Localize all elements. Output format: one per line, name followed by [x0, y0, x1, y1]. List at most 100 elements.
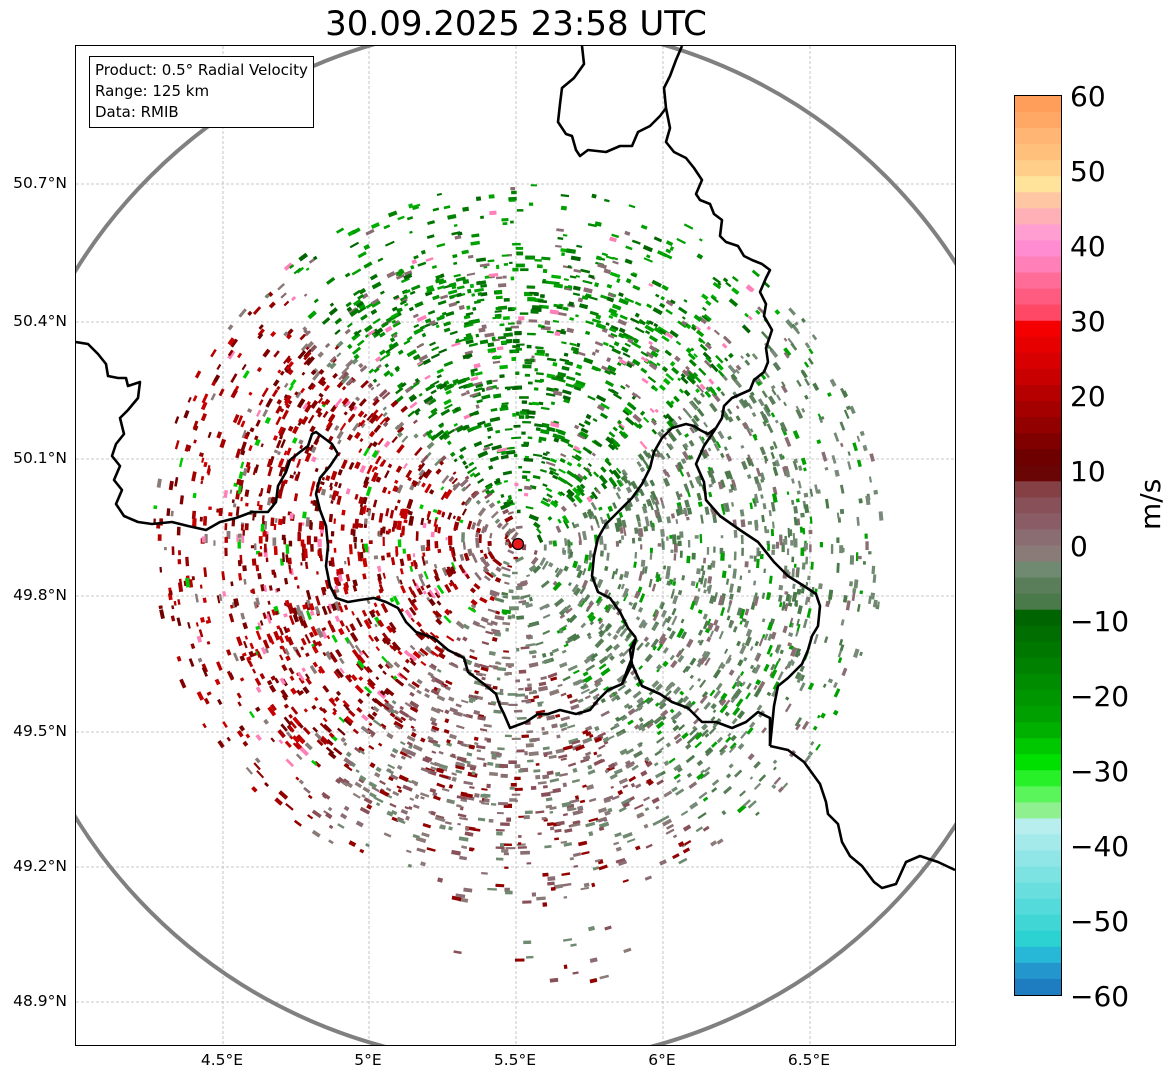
colorbar-swatch — [1015, 433, 1061, 450]
lon-tick-label: 6.5°E — [787, 1051, 831, 1069]
lon-tick-label: 6°E — [648, 1051, 676, 1069]
colorbar-swatch — [1015, 384, 1061, 402]
colorbar-tick-label: −20 — [1070, 680, 1130, 713]
colorbar-tick-label: −60 — [1070, 980, 1130, 1013]
colorbar-swatch — [1015, 112, 1061, 129]
colorbar-swatch — [1015, 481, 1061, 498]
colorbar-swatch — [1015, 224, 1061, 242]
radar-map-panel[interactable] — [75, 45, 956, 1046]
colorbar-swatch — [1015, 673, 1061, 691]
colorbar-swatch — [1015, 128, 1061, 145]
colorbar-swatch — [1015, 689, 1061, 707]
lon-tick-label: 5.5°E — [493, 1051, 537, 1069]
colorbar-tick-label: 50 — [1070, 155, 1106, 188]
lat-tick-label: 49.8°N — [13, 586, 67, 604]
colorbar-swatch — [1015, 368, 1061, 386]
colorbar-swatch — [1015, 898, 1061, 916]
colorbar-swatch — [1015, 818, 1061, 836]
border-luxembourg-france-germany — [620, 637, 772, 746]
colorbar-swatch — [1015, 738, 1061, 755]
colorbar-swatch — [1015, 176, 1061, 193]
lat-tick-label: 49.5°N — [13, 722, 67, 740]
lat-tick-label: 49.2°N — [13, 857, 67, 875]
colorbar-unit-label: m/s — [1134, 478, 1167, 530]
data-source-label: Data: RMIB — [95, 103, 179, 121]
colorbar-tick-label: −30 — [1070, 755, 1130, 788]
colorbar-swatch — [1015, 401, 1061, 418]
colorbar-swatch — [1015, 144, 1061, 161]
colorbar-swatch — [1015, 882, 1061, 900]
colorbar-swatch — [1015, 946, 1061, 964]
colorbar-swatch — [1015, 577, 1061, 595]
colorbar-swatch — [1015, 561, 1061, 579]
colorbar-swatch — [1015, 192, 1061, 209]
lat-tick-label: 50.7°N — [13, 174, 67, 192]
border-luxembourg-germany — [694, 427, 822, 747]
range-label: Range: 125 km — [95, 82, 210, 100]
colorbar-swatch — [1015, 978, 1061, 995]
colorbar — [1014, 95, 1062, 996]
colorbar-swatch — [1015, 786, 1061, 803]
colorbar-swatches — [1015, 96, 1061, 995]
colorbar-swatch — [1015, 754, 1061, 771]
colorbar-swatch — [1015, 288, 1061, 306]
lat-tick-label: 50.4°N — [13, 312, 67, 330]
colorbar-tick-label: 30 — [1070, 305, 1106, 338]
colorbar-swatch — [1015, 625, 1061, 643]
border-france-germany-south — [769, 744, 955, 890]
colorbar-swatch — [1015, 304, 1061, 322]
chart-title: 30.09.2025 23:58 UTC — [325, 4, 707, 44]
lon-tick-label: 5°E — [354, 1051, 382, 1069]
colorbar-swatch — [1015, 706, 1061, 723]
colorbar-swatch — [1015, 593, 1061, 611]
border-belgium-germany-north — [662, 46, 774, 429]
lat-tick-label: 50.1°N — [13, 449, 67, 467]
velocity-echoes — [153, 184, 884, 984]
colorbar-tick-label: 20 — [1070, 380, 1106, 413]
colorbar-swatch — [1015, 802, 1061, 820]
colorbar-swatch — [1015, 320, 1061, 338]
colorbar-swatch — [1015, 208, 1061, 226]
gridlines — [76, 46, 955, 1045]
colorbar-swatch — [1015, 914, 1061, 932]
colorbar-swatch — [1015, 336, 1061, 354]
country-borders — [76, 46, 955, 890]
product-info-box: Product: 0.5° Radial Velocity Range: 125… — [89, 56, 314, 128]
colorbar-swatch — [1015, 96, 1061, 113]
radar-map — [76, 46, 955, 1045]
colorbar-swatch — [1015, 866, 1061, 884]
colorbar-swatch — [1015, 962, 1061, 980]
lon-tick-label: 4.5°E — [200, 1051, 244, 1069]
colorbar-swatch — [1015, 256, 1061, 274]
colorbar-swatch — [1015, 545, 1061, 563]
colorbar-tick-label: −10 — [1070, 605, 1130, 638]
colorbar-tick-label: 10 — [1070, 455, 1106, 488]
colorbar-swatch — [1015, 417, 1061, 434]
colorbar-swatch — [1015, 641, 1061, 659]
colorbar-swatch — [1015, 930, 1061, 948]
colorbar-tick-label: 40 — [1070, 230, 1106, 263]
colorbar-swatch — [1015, 609, 1061, 627]
colorbar-swatch — [1015, 160, 1061, 177]
colorbar-tick-label: 60 — [1070, 80, 1106, 113]
lat-tick-label: 48.9°N — [13, 992, 67, 1010]
border-france-belgium-west — [76, 340, 638, 730]
colorbar-swatch — [1015, 850, 1061, 868]
colorbar-swatch — [1015, 449, 1061, 466]
colorbar-swatch — [1015, 352, 1061, 370]
product-label: Product: 0.5° Radial Velocity — [95, 61, 308, 79]
radar-site-marker — [511, 537, 525, 551]
border-belgium-luxembourg — [590, 422, 717, 639]
colorbar-swatch — [1015, 770, 1061, 787]
colorbar-tick-label: −50 — [1070, 905, 1130, 938]
colorbar-tick-label: 0 — [1070, 530, 1088, 563]
colorbar-swatch — [1015, 834, 1061, 852]
colorbar-swatch — [1015, 529, 1061, 547]
colorbar-swatch — [1015, 722, 1061, 739]
border-belgium-netherlands-north — [556, 46, 668, 158]
colorbar-swatch — [1015, 465, 1061, 482]
colorbar-swatch — [1015, 657, 1061, 675]
colorbar-swatch — [1015, 513, 1061, 531]
colorbar-swatch — [1015, 497, 1061, 514]
colorbar-swatch — [1015, 272, 1061, 290]
